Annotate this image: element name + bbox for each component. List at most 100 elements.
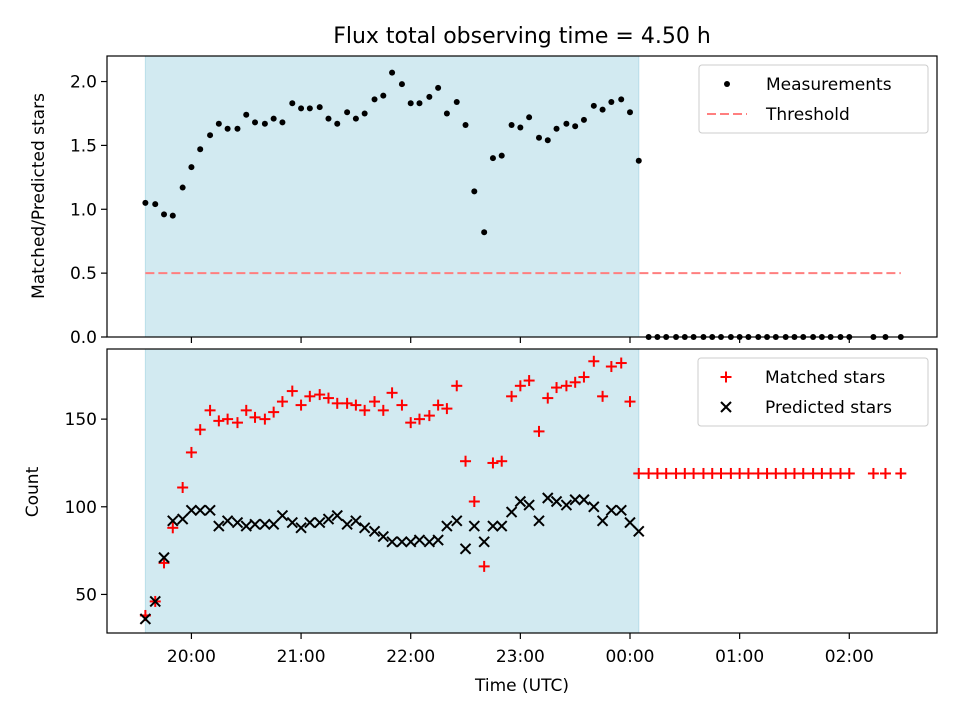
measurement-point <box>563 120 570 127</box>
x-axis-label: Time (UTC) <box>474 676 569 696</box>
marker-stroke <box>286 516 299 529</box>
marker-stroke <box>240 520 252 532</box>
predicted-star-marker <box>314 516 326 529</box>
marker-stroke <box>413 534 426 546</box>
predicted-star-marker <box>377 530 390 543</box>
matched-star-marker <box>276 396 288 408</box>
measurement-point <box>289 100 296 107</box>
matched-star-marker <box>167 522 179 534</box>
marker-stroke <box>149 595 161 608</box>
top-y-tick-label: 0.5 <box>70 264 97 284</box>
matched-star-marker <box>478 560 490 572</box>
marker-stroke <box>358 522 371 534</box>
matched-star-marker <box>551 382 563 394</box>
predicted-star-marker <box>441 520 453 532</box>
x-tick-label: 21:00 <box>277 647 326 667</box>
chart-title: Flux total observing time = 4.50 h <box>333 24 711 49</box>
marker-stroke <box>139 613 152 625</box>
measurement-point <box>416 100 423 107</box>
predicted-star-marker <box>578 494 590 506</box>
marker-stroke <box>259 518 271 531</box>
matched-star-marker <box>405 417 417 429</box>
predicted-star-marker <box>478 536 490 548</box>
measurement-point <box>371 96 378 103</box>
predicted-star-marker <box>176 513 189 525</box>
measurement-point <box>508 121 515 128</box>
matched-star-marker <box>797 467 809 479</box>
matched-star-marker <box>523 375 535 387</box>
matched-star-marker <box>633 467 645 479</box>
marker-stroke <box>276 509 289 522</box>
predicted-star-marker <box>615 504 627 516</box>
measurement-point <box>352 115 359 122</box>
matched-star-marker <box>715 467 727 479</box>
measurement-point <box>261 120 268 127</box>
matched-star-marker <box>231 417 243 429</box>
marker-stroke <box>185 504 198 516</box>
measurement-point <box>389 69 396 76</box>
measurement-point <box>207 132 214 139</box>
predicted-star-marker <box>396 536 408 548</box>
top-y-tick-label: 1.0 <box>70 200 97 220</box>
marker-stroke <box>396 536 408 548</box>
predicted-star-marker <box>487 520 499 532</box>
measurement-point <box>234 125 241 132</box>
marker-stroke <box>176 513 189 525</box>
marker-stroke <box>523 499 535 511</box>
measurement-point <box>526 114 533 121</box>
predicted-star-marker <box>468 520 481 532</box>
marker-stroke <box>533 515 545 527</box>
legend-marker <box>724 81 730 87</box>
matched-star-marker <box>460 455 472 467</box>
measurement-point <box>325 115 332 122</box>
x-tick-label: 01:00 <box>715 647 764 667</box>
matched-star-marker <box>578 371 590 383</box>
predicted-star-marker <box>249 518 261 531</box>
matched-star-marker <box>158 557 170 569</box>
predicted-star-marker <box>358 522 371 534</box>
x-tick-label: 00:00 <box>605 647 654 667</box>
predicted-star-marker <box>514 495 527 508</box>
matched-star-marker <box>396 399 408 411</box>
measurement-point <box>553 125 560 132</box>
marker-stroke <box>560 499 573 511</box>
predicted-star-marker <box>194 504 206 516</box>
predicted-star-marker <box>221 515 234 527</box>
measurement-point <box>306 105 313 112</box>
matched-star-marker <box>222 413 234 425</box>
marker-stroke <box>550 495 563 508</box>
predicted-star-marker <box>213 520 225 532</box>
marker-stroke <box>588 501 600 513</box>
measurement-point <box>435 84 442 91</box>
matched-star-marker <box>386 387 398 399</box>
matched-star-marker <box>441 403 453 415</box>
bottom-y-tick-label: 50 <box>75 585 97 605</box>
matched-star-marker <box>597 390 609 402</box>
predicted-star-marker <box>331 509 343 522</box>
predicted-star-marker <box>496 520 508 532</box>
matched-star-marker <box>533 425 545 437</box>
measurement-point <box>517 124 524 131</box>
matched-star-marker <box>506 390 518 402</box>
x-tick-label: 02:00 <box>825 647 874 667</box>
marker-stroke <box>213 520 225 532</box>
measurement-point <box>142 199 149 206</box>
marker-stroke <box>304 516 316 529</box>
marker-stroke <box>578 494 590 506</box>
measurement-point <box>407 100 414 107</box>
top-axes-frame <box>106 55 938 338</box>
marker-stroke <box>204 504 216 516</box>
measurement-point <box>169 212 176 219</box>
matched-star-marker <box>660 467 672 479</box>
marker-stroke <box>496 520 508 532</box>
measurement-point <box>398 81 405 88</box>
predicted-star-marker <box>276 509 289 522</box>
matched-star-marker <box>177 481 189 493</box>
predicted-star-marker <box>533 515 545 527</box>
predicted-star-marker <box>451 515 463 527</box>
bottom-series-0 <box>139 355 907 621</box>
matched-star-marker <box>688 467 700 479</box>
matched-star-marker <box>295 399 307 411</box>
legend-box <box>698 64 929 134</box>
predicted-star-marker <box>167 515 179 527</box>
